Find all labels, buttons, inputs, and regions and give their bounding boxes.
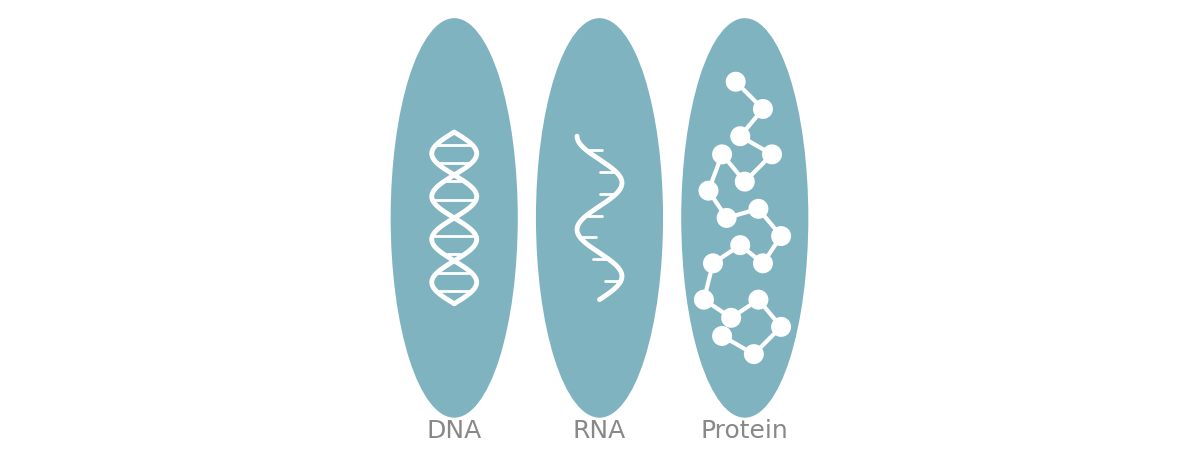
Circle shape <box>725 72 746 92</box>
Circle shape <box>717 208 736 228</box>
Circle shape <box>753 253 773 273</box>
Circle shape <box>753 99 773 119</box>
Circle shape <box>730 126 751 146</box>
Ellipse shape <box>391 18 518 418</box>
Circle shape <box>748 199 769 219</box>
Circle shape <box>703 253 723 273</box>
Ellipse shape <box>536 18 663 418</box>
Circle shape <box>712 144 733 164</box>
Text: Protein: Protein <box>701 419 789 443</box>
Text: DNA: DNA <box>427 419 482 443</box>
Circle shape <box>730 235 751 255</box>
Text: RNA: RNA <box>573 419 626 443</box>
Circle shape <box>763 144 782 164</box>
Circle shape <box>721 308 741 328</box>
Circle shape <box>748 290 769 310</box>
Circle shape <box>743 344 764 364</box>
Ellipse shape <box>681 18 808 418</box>
Circle shape <box>712 326 733 346</box>
Circle shape <box>771 226 791 246</box>
Circle shape <box>771 317 791 337</box>
Circle shape <box>735 172 754 192</box>
Circle shape <box>699 181 718 201</box>
Circle shape <box>694 290 713 310</box>
